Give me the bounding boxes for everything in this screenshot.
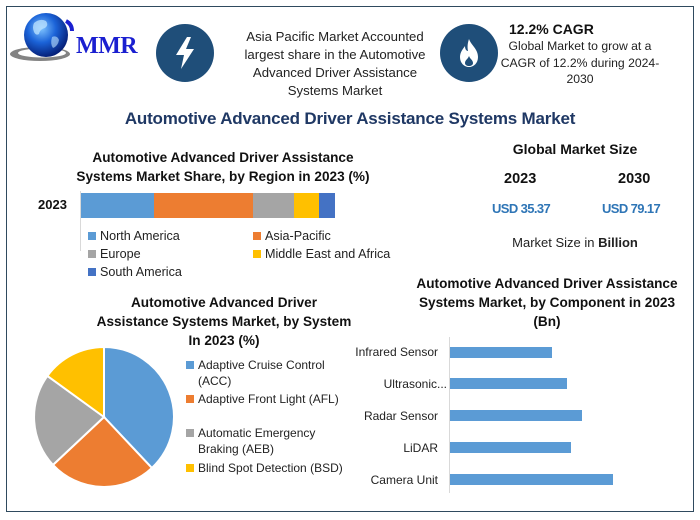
pie-slice-afl [51,415,154,488]
legend-south-america: South America [88,265,182,279]
component-bar-camera [450,474,613,485]
region-title-line1: Automotive Advanced Driver Assistance [92,150,354,165]
region-chart-title: Automotive Advanced Driver Assistance Sy… [70,148,376,186]
legend-label: Automatic Emergency Braking (AEB) [198,426,316,456]
market-year-2023: 2023 [504,171,537,187]
component-bar-ultrasonic [450,378,567,389]
bar-segment-north-america [81,193,154,218]
legend-swatch [186,395,194,403]
legend-swatch [186,429,194,437]
pie-slice-bsd [46,345,105,419]
lightning-bolt-icon [156,24,214,82]
pie-slice-aeb [33,374,106,467]
legend-label: Europe [100,247,141,261]
bar-segment-south-america [319,193,335,218]
component-axis [449,337,450,493]
legend-swatch [186,361,194,369]
legend-label: Asia-Pacific [265,229,331,243]
system-title-line1: Automotive Advanced Driver [130,295,318,310]
global-market-size-title: Global Market Size [512,141,638,157]
region-year-label: 2023 [38,197,67,212]
cagr-text: Global Market to grow at a CAGR of 12.2%… [500,39,660,86]
pie-slice-acc [103,345,175,470]
legend-asia-pacific: Asia-Pacific [253,229,331,243]
legend-swatch [88,232,96,240]
legend-acc: Adaptive Cruise Control (ACC) [186,357,356,389]
market-value-2023: USD 35.37 [492,201,551,216]
system-title-line2: Assistance Systems Market, by System [96,314,352,329]
component-label-infrared: Infrared Sensor [355,345,438,359]
legend-label: South America [100,265,182,279]
region-stacked-bar [81,193,335,218]
component-bar-radar [450,410,582,421]
cagr-title: 12.2% CAGR [509,21,594,37]
bar-segment-europe [253,193,294,218]
market-size-note: Market Size in Billion [480,235,670,250]
highlight-text: Asia Pacific Market Accounted largest sh… [244,29,426,98]
system-chart-title: Automotive Advanced Driver Assistance Sy… [86,293,362,350]
market-value-2030: USD 79.17 [602,201,661,216]
logo-text: MMR [76,33,138,59]
note-prefix: Market Size in [512,235,599,250]
legend-swatch [88,268,96,276]
region-axis [80,191,81,251]
market-year-2030: 2030 [618,171,651,187]
flame-icon [440,24,498,82]
component-label-camera: Camera Unit [370,473,438,487]
globe-icon [10,13,74,61]
legend-swatch [253,250,261,258]
legend-aeb: Automatic Emergency Braking (AEB) [186,425,356,457]
legend-bsd: Blind Spot Detection (BSD) [186,460,356,476]
legend-label: Adaptive Front Light (AFL) [198,392,339,406]
legend-swatch [253,232,261,240]
system-title-line3: In 2023 (%) [188,333,260,348]
legend-swatch [186,464,194,472]
bar-segment-asia-pacific [154,193,253,218]
component-chart-title: Automotive Advanced Driver Assistance Sy… [408,274,686,331]
legend-label: North America [100,229,180,243]
component-label-ultrasonic: Ultrasonic... [383,377,447,391]
legend-label: Middle East and Africa [265,247,391,261]
legend-swatch [88,250,96,258]
component-label-lidar: LiDAR [403,441,438,455]
component-label-radar: Radar Sensor [363,409,438,423]
legend-middle-east-africa: Middle East and Africa [253,247,390,261]
note-unit: Billion [598,235,638,250]
component-title-line3: (Bn) [533,314,561,329]
bar-segment-middle-east-africa [294,193,319,218]
region-title-line2: Systems Market Share, by Region in 2023 … [76,169,370,184]
component-bar-lidar [450,442,571,453]
legend-north-america: North America [88,229,180,243]
main-title: Automotive Advanced Driver Assistance Sy… [124,109,576,128]
component-title-line1: Automotive Advanced Driver Assistance [416,276,678,291]
system-pie-chart [33,345,175,488]
legend-label: Blind Spot Detection (BSD) [198,461,343,475]
component-title-line2: Systems Market, by Component in 2023 [418,295,676,310]
mmr-logo: MMR [8,9,148,65]
component-bar-infrared [450,347,552,358]
legend-label: Adaptive Cruise Control (ACC) [198,358,325,388]
legend-europe: Europe [88,247,141,261]
legend-afl: Adaptive Front Light (AFL) [186,391,356,407]
